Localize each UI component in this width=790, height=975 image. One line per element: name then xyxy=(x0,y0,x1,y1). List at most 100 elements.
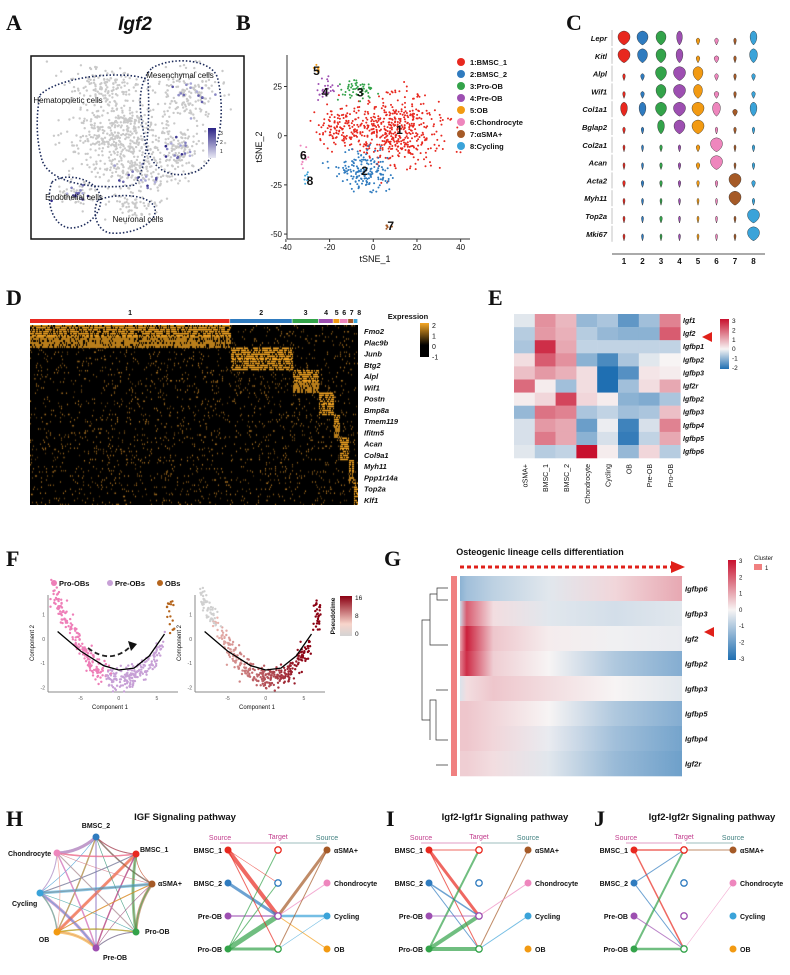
panel-b-cell-point xyxy=(338,114,341,117)
panel-a-cell-point xyxy=(109,144,113,147)
panel-a-cell-point xyxy=(131,201,134,204)
panel-b-cell-point xyxy=(383,143,386,146)
panel-d-cluster-bar xyxy=(333,319,340,323)
panel-a-cell-point xyxy=(67,196,70,199)
panel-a-cell-point xyxy=(150,175,154,178)
panel-b-cell-point xyxy=(350,83,353,85)
panel-b-cell-point xyxy=(331,84,334,87)
panel-a-cell-point xyxy=(110,160,113,163)
panel-e-heatmap-cell xyxy=(514,392,535,406)
panel-a-cell-point xyxy=(146,87,149,91)
panel-label-a: A xyxy=(6,10,22,35)
panel-f-cell-point xyxy=(122,676,126,679)
panel-a-cell-point xyxy=(73,89,77,93)
panel-b-cell-point xyxy=(370,138,373,141)
panel-a-cell-point xyxy=(129,139,132,142)
panel-b-cell-point xyxy=(316,89,319,92)
panel-a-igf2-point xyxy=(154,178,158,181)
panel-a-cell-point xyxy=(188,111,191,115)
panel-e-gene-label: Igfbp3 xyxy=(683,410,704,417)
panel-a-cell-point xyxy=(120,106,123,110)
panel-a-cell-point xyxy=(117,160,121,163)
panel-f-cell-point xyxy=(142,666,145,669)
panel-a-frame xyxy=(30,55,245,240)
panel-f-cell-point xyxy=(255,684,258,687)
panel-c-x-tick-label: 2 xyxy=(640,257,645,266)
panel-f-cell-point xyxy=(295,664,298,668)
panel-f-cell-point xyxy=(312,628,315,631)
panel-a-cell-point xyxy=(72,85,76,89)
panel-a-cell-point xyxy=(75,144,79,147)
panel-b-cell-point xyxy=(360,168,363,171)
panel-a-cell-point xyxy=(176,106,180,109)
panel-e-heatmap-cell xyxy=(638,340,660,354)
panel-f-cell-point xyxy=(87,652,90,655)
panel-b-cell-point xyxy=(377,92,380,95)
panel-b-cell-point xyxy=(360,160,363,163)
panel-a-cell-point xyxy=(190,75,193,79)
panel-b-cell-point xyxy=(387,147,390,150)
panel-a-cell-point xyxy=(169,156,173,159)
panel-e-heatmap-cell xyxy=(659,445,681,459)
panel-a-cell-point xyxy=(172,80,175,84)
panel-b-cell-point xyxy=(368,182,371,184)
panel-b-cell-point xyxy=(345,167,348,170)
panel-a-cell-point xyxy=(79,139,82,142)
panel-e-heatmap-cell xyxy=(514,366,535,380)
panel-d-colorbar-tick: 0 xyxy=(432,344,436,351)
hierarchy-source-node xyxy=(323,879,331,887)
panel-a-cell-point xyxy=(172,78,175,81)
panel-b-cell-point xyxy=(356,85,359,88)
panel-b-cell-point xyxy=(344,91,347,93)
panel-b-cell-point xyxy=(415,134,418,137)
panel-b-legend-label: 5:OB xyxy=(470,106,489,115)
panel-a-cell-point xyxy=(157,136,161,139)
panel-b-cell-point xyxy=(357,125,360,128)
panel-g-arrowhead-icon xyxy=(671,561,685,573)
panel-b-cell-point xyxy=(370,159,373,162)
panel-a-cell-point xyxy=(62,190,66,193)
panel-b-cell-point xyxy=(351,177,354,180)
panel-e-heatmap-cell xyxy=(534,379,556,393)
panel-a-cell-point xyxy=(101,139,104,142)
panel-b-cell-point xyxy=(435,130,438,133)
panel-b-cell-point xyxy=(361,158,363,161)
panel-a-cell-point xyxy=(88,188,92,191)
panel-b-cell-point xyxy=(351,132,354,135)
panel-f-cell-point xyxy=(301,654,305,657)
panel-a-cell-point xyxy=(155,211,158,214)
panel-b-cell-point xyxy=(329,86,332,88)
panel-b-cell-point xyxy=(342,169,345,171)
panel-a-cell-point xyxy=(98,128,101,131)
panel-b-cell-point xyxy=(375,126,378,128)
panel-b-cell-point xyxy=(333,126,336,129)
panel-f-cell-point xyxy=(259,684,262,687)
panel-a-cell-point xyxy=(120,150,123,153)
panel-a-cell-point xyxy=(104,69,107,73)
panel-a-cell-point xyxy=(107,179,110,183)
panel-e-heatmap-cell xyxy=(659,340,681,354)
panel-f-cell-point xyxy=(104,662,108,666)
panel-f-cell-point xyxy=(169,615,172,618)
panel-a-cell-point xyxy=(145,126,148,130)
panel-b-cell-point xyxy=(306,173,308,176)
panel-b-cell-point xyxy=(406,132,409,135)
panel-f-cell-point xyxy=(145,673,148,676)
panel-b-cell-point xyxy=(349,113,351,116)
panel-a-cell-point xyxy=(166,89,169,92)
panel-a-cell-point xyxy=(107,156,111,159)
panel-b-cell-point xyxy=(385,111,387,114)
panel-a-cell-point xyxy=(121,111,124,114)
panel-e-gene-label: Igf2 xyxy=(683,331,696,338)
panel-b-cell-point xyxy=(436,138,439,141)
panel-a-cell-point xyxy=(113,99,116,103)
panel-b-cell-point xyxy=(376,169,379,172)
panel-b-cell-point xyxy=(336,113,339,116)
panel-b-cell-point xyxy=(390,148,392,150)
panel-b-cell-point xyxy=(433,133,436,136)
panel-a-cell-point xyxy=(116,166,120,169)
panel-b-cell-point xyxy=(406,141,409,144)
panel-a-cell-point xyxy=(106,167,109,170)
panel-a-cell-point xyxy=(85,89,89,92)
panel-a-cell-point xyxy=(90,170,94,174)
